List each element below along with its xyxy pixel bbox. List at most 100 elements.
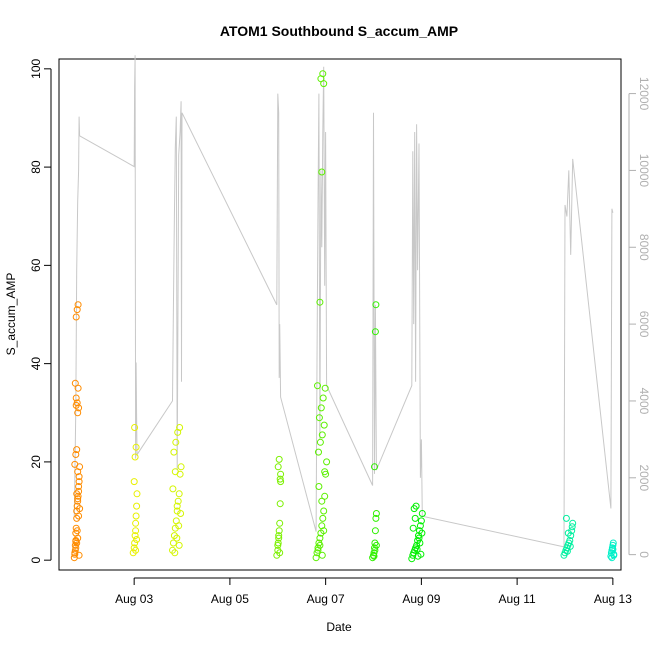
data-point (416, 522, 424, 530)
x-tick-label: Aug 09 (402, 592, 440, 606)
data-point (173, 534, 181, 542)
data-point (131, 539, 139, 547)
data-point (276, 475, 284, 483)
data-point (318, 497, 326, 505)
data-point (72, 538, 80, 545)
data-point (416, 539, 424, 547)
y-tick-label: 100 (29, 58, 43, 78)
y2-tick-label: 4000 (637, 388, 650, 415)
data-point (132, 512, 140, 520)
data-point (173, 502, 181, 510)
data-point (73, 306, 81, 314)
data-point (372, 514, 380, 522)
data-point (316, 438, 324, 446)
data-point (71, 379, 79, 387)
data-point (415, 534, 423, 542)
y-axis-label: S_accum_AMP (4, 273, 18, 356)
data-point (72, 451, 80, 458)
data-point (74, 497, 82, 505)
x-axis-label: Date (326, 620, 352, 634)
data-point (323, 458, 331, 466)
y-tick-label: 60 (29, 258, 43, 272)
data-point (371, 527, 379, 535)
data-point (75, 473, 83, 481)
data-point (371, 546, 379, 554)
data-point (71, 460, 79, 468)
data-point (131, 424, 139, 431)
data-point (175, 522, 183, 530)
y-tick-label: 0 (29, 557, 43, 564)
y2-tick-label: 6000 (637, 311, 650, 338)
data-point (74, 409, 82, 417)
data-point (72, 313, 80, 321)
data-point (319, 394, 327, 402)
data-point (318, 168, 326, 176)
data-point (318, 431, 326, 439)
data-point (71, 549, 79, 557)
data-point (75, 512, 83, 520)
secondary-series-line (73, 55, 614, 548)
data-point (416, 527, 423, 535)
data-point (76, 505, 84, 513)
data-point (321, 384, 329, 392)
data-point (132, 527, 140, 535)
data-point (133, 490, 141, 498)
data-point (169, 485, 177, 493)
data-point (73, 490, 81, 498)
data-point (169, 539, 177, 547)
data-point (314, 382, 321, 390)
points-layer (70, 70, 618, 563)
data-point (609, 541, 617, 549)
data-point (413, 545, 421, 553)
data-point (412, 502, 420, 510)
data-point (320, 507, 328, 515)
x-tick-label: Aug 05 (211, 592, 249, 606)
y2-axis: 0 2000 4000 6000 8000 10000 12000 (628, 77, 650, 558)
data-point (276, 500, 284, 508)
data-point (316, 298, 324, 306)
data-point (564, 529, 572, 537)
data-point (316, 541, 324, 549)
data-point (74, 534, 82, 542)
data-point (315, 483, 323, 490)
data-point (177, 463, 185, 471)
y2-tick-label: 8000 (637, 234, 650, 261)
data-point (132, 546, 140, 554)
data-point (274, 463, 282, 471)
data-point (562, 514, 570, 522)
data-point (174, 497, 182, 505)
data-point (177, 510, 185, 517)
data-point (320, 421, 328, 429)
data-point (175, 541, 183, 549)
data-point (171, 468, 179, 476)
data-point (277, 470, 285, 478)
data-point (132, 519, 140, 527)
data-point (315, 448, 322, 456)
data-point (563, 547, 571, 555)
data-point (321, 468, 329, 476)
data-point (171, 549, 179, 557)
x-axis: Aug 03 Aug 05 Aug 07 Aug 09 Aug 11 Aug 13 (115, 577, 632, 606)
data-point (132, 443, 140, 451)
data-point (372, 301, 380, 309)
data-point (610, 551, 618, 559)
x-tick-label: Aug 07 (307, 592, 345, 606)
data-point (74, 301, 82, 309)
data-point (176, 424, 184, 431)
data-point (372, 541, 380, 549)
data-point (418, 529, 426, 537)
data-point (73, 446, 81, 454)
data-point (275, 534, 283, 542)
data-point (73, 539, 81, 547)
data-point (319, 514, 327, 522)
data-point (409, 524, 417, 532)
y-tick-label: 20 (29, 455, 43, 469)
y2-tick-label: 12000 (637, 77, 650, 111)
data-point (72, 394, 80, 402)
data-point (73, 527, 81, 535)
data-point (417, 517, 425, 525)
y-tick-label: 80 (29, 160, 43, 174)
secondary-line-layer (73, 55, 614, 548)
data-point (274, 539, 282, 547)
data-point (318, 551, 326, 559)
